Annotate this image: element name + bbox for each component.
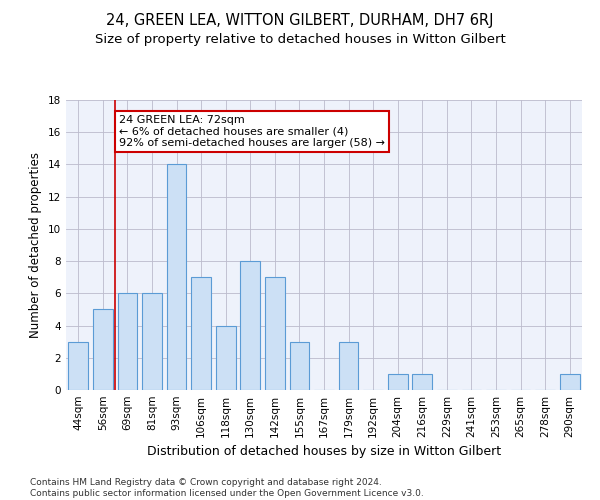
- Bar: [167, 164, 187, 390]
- Bar: [388, 374, 407, 390]
- Bar: [265, 277, 284, 390]
- Bar: [142, 294, 162, 390]
- Bar: [290, 342, 309, 390]
- Bar: [412, 374, 432, 390]
- Bar: [216, 326, 236, 390]
- Bar: [93, 310, 113, 390]
- Text: Contains HM Land Registry data © Crown copyright and database right 2024.
Contai: Contains HM Land Registry data © Crown c…: [30, 478, 424, 498]
- Bar: [339, 342, 358, 390]
- Bar: [560, 374, 580, 390]
- Text: 24, GREEN LEA, WITTON GILBERT, DURHAM, DH7 6RJ: 24, GREEN LEA, WITTON GILBERT, DURHAM, D…: [106, 12, 494, 28]
- Text: Size of property relative to detached houses in Witton Gilbert: Size of property relative to detached ho…: [95, 32, 505, 46]
- Y-axis label: Number of detached properties: Number of detached properties: [29, 152, 43, 338]
- Bar: [118, 294, 137, 390]
- X-axis label: Distribution of detached houses by size in Witton Gilbert: Distribution of detached houses by size …: [147, 446, 501, 458]
- Bar: [191, 277, 211, 390]
- Bar: [241, 261, 260, 390]
- Bar: [68, 342, 88, 390]
- Text: 24 GREEN LEA: 72sqm
← 6% of detached houses are smaller (4)
92% of semi-detached: 24 GREEN LEA: 72sqm ← 6% of detached hou…: [119, 114, 385, 148]
